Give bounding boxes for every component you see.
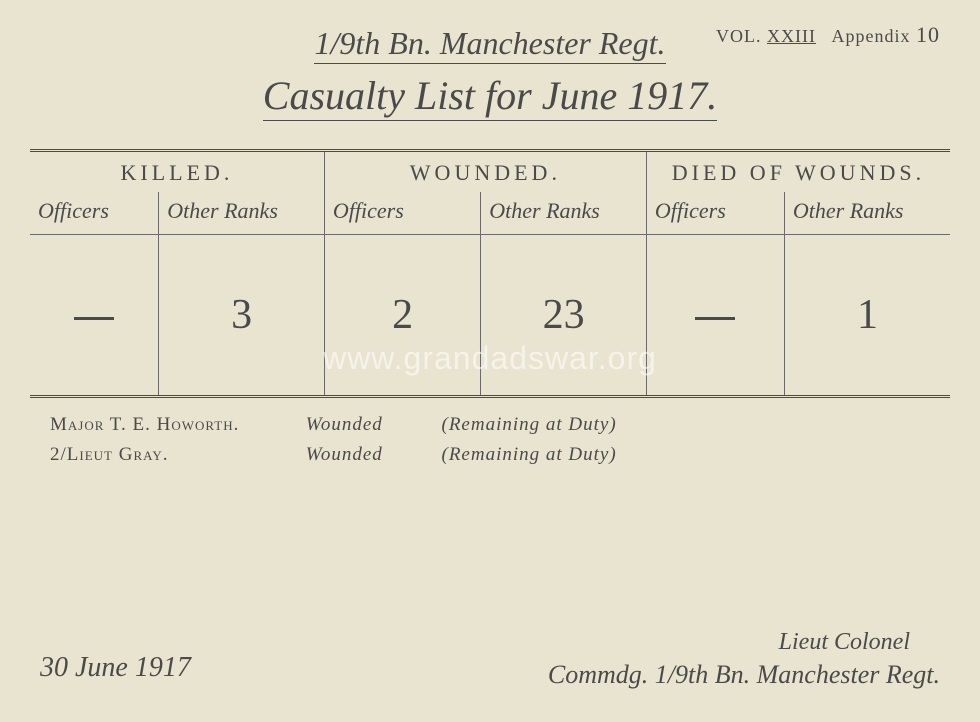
appendix-label: Appendix (832, 26, 911, 46)
note-remark: (Remaining at Duty) (442, 444, 617, 465)
cell-wounded-officers: 2 (324, 235, 480, 395)
unit-name: 1/9th Bn. Manchester Regt. (314, 25, 665, 64)
table-row: 3 2 23 1 (30, 235, 950, 395)
signature-unit: Commdg. 1/9th Bn. Manchester Regt. (400, 658, 940, 692)
group-killed: Killed. (30, 152, 324, 192)
col-killed-other: Other Ranks (159, 192, 325, 235)
casualty-table-wrap: Killed. Wounded. Died of Wounds. Officer… (30, 149, 950, 398)
note-remark: (Remaining at Duty) (442, 414, 617, 435)
volume-appendix: VOL. XXIII Appendix 10 (716, 22, 940, 48)
casualty-table: Killed. Wounded. Died of Wounds. Officer… (30, 152, 950, 395)
table-subheader-row: Officers Other Ranks Officers Other Rank… (30, 192, 950, 235)
col-dow-other: Other Ranks (784, 192, 950, 235)
note-status: Wounded (306, 410, 436, 440)
signature-rank: Lieut Colonel (400, 627, 910, 658)
footer-date: 30 June 1917 (40, 652, 191, 684)
document-page: VOL. XXIII Appendix 10 1/9th Bn. Manches… (0, 0, 980, 722)
group-wounded: Wounded. (324, 152, 646, 192)
col-wounded-officers: Officers (324, 192, 480, 235)
note-name: 2/Lieut Gray. (50, 440, 300, 470)
note-name: Major T. E. Howorth. (50, 410, 300, 440)
note-status: Wounded (306, 440, 436, 470)
cell-wounded-other: 23 (481, 235, 647, 395)
note-row: Major T. E. Howorth. Wounded (Remaining … (50, 410, 950, 440)
cell-killed-other: 3 (159, 235, 325, 395)
table-group-row: Killed. Wounded. Died of Wounds. (30, 152, 950, 192)
title-text: Casualty List for June 1917. (263, 73, 717, 121)
group-died-of-wounds: Died of Wounds. (646, 152, 950, 192)
footer-signature: Lieut Colonel Commdg. 1/9th Bn. Manchest… (400, 627, 940, 692)
cell-dow-other: 1 (784, 235, 950, 395)
cell-dow-officers (646, 235, 784, 395)
note-row: 2/Lieut Gray. Wounded (Remaining at Duty… (50, 440, 950, 470)
document-title: Casualty List for June 1917. (30, 72, 950, 119)
officer-notes: Major T. E. Howorth. Wounded (Remaining … (50, 410, 950, 471)
dash-icon (695, 317, 735, 320)
col-dow-officers: Officers (646, 192, 784, 235)
volume-number: XXIII (767, 26, 816, 46)
dash-icon (74, 317, 114, 320)
cell-killed-officers (30, 235, 159, 395)
volume-prefix: VOL. (716, 26, 762, 46)
col-wounded-other: Other Ranks (481, 192, 647, 235)
appendix-number: 10 (916, 22, 940, 47)
col-killed-officers: Officers (30, 192, 159, 235)
